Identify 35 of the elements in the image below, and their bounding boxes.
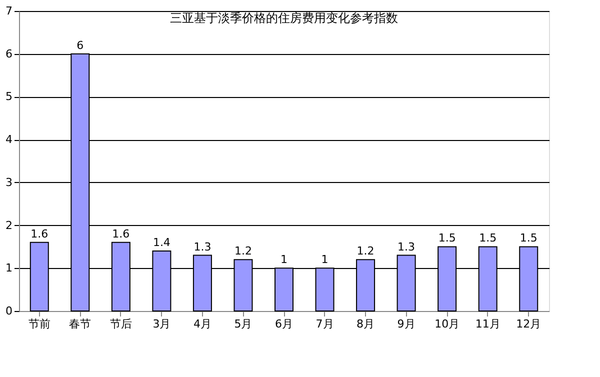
- data-label: 1.5: [438, 232, 456, 245]
- data-label: 1.6: [112, 227, 130, 240]
- x-tick-label: 5月: [234, 318, 252, 330]
- chart-title: 三亚基于淡季价格的住房费用变化参考指数: [170, 11, 398, 25]
- x-tick-label: 4月: [193, 318, 212, 330]
- y-tick-label: 6: [6, 47, 12, 60]
- data-label: 1.6: [30, 227, 48, 240]
- x-tick-label: 12月: [516, 318, 542, 330]
- data-label: 1: [280, 253, 288, 266]
- y-tick-label: 3: [6, 176, 12, 189]
- data-label: 1: [321, 253, 328, 266]
- data-label: 1.3: [194, 240, 212, 254]
- x-tick-label: 6月: [275, 318, 293, 330]
- y-tick-label: 1: [6, 262, 12, 275]
- y-tick-label: 5: [6, 90, 12, 104]
- x-tick-label: 节前: [28, 318, 50, 330]
- data-label: 1.2: [234, 244, 252, 258]
- data-label: 1.2: [356, 244, 374, 258]
- data-label: 1.5: [479, 232, 497, 245]
- data-label: 1.5: [520, 232, 538, 245]
- data-label: 1.4: [152, 236, 170, 249]
- x-tick-label: 春节: [69, 318, 92, 330]
- x-tick-label: 11月: [475, 318, 500, 330]
- data-label: 6: [76, 38, 84, 52]
- data-label: 1.3: [398, 240, 416, 254]
- y-tick-label: 2: [6, 218, 12, 232]
- x-tick-label: 7月: [316, 318, 334, 330]
- x-tick-label: 3月: [152, 318, 171, 330]
- y-tick-label: 4: [6, 133, 12, 146]
- x-tick-label: 8月: [356, 318, 375, 330]
- y-tick-label: 0: [6, 304, 12, 318]
- y-tick-label: 7: [6, 4, 12, 18]
- x-tick-label: 节后: [110, 318, 132, 330]
- x-tick-label: 9月: [397, 318, 416, 330]
- x-tick-label: 10月: [434, 318, 460, 330]
